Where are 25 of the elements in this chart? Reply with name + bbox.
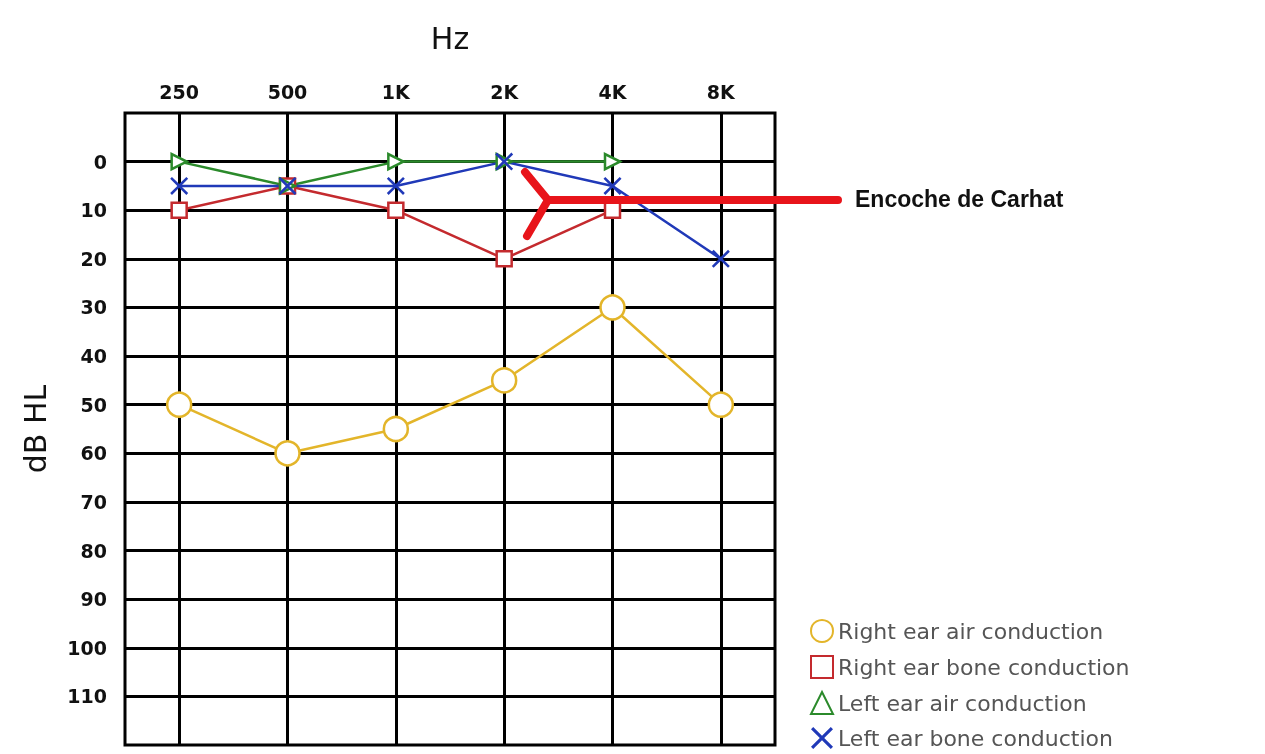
x-axis-title: Hz [430, 20, 470, 56]
x-tick-label: 500 [267, 80, 308, 103]
x-tick-label: 2K [490, 80, 520, 103]
x-tick-label: 8K [706, 80, 737, 103]
y-tick-label: 90 [80, 588, 107, 611]
x-tick-label: 4K [598, 80, 628, 103]
legend-label: Right ear bone conduction [838, 654, 1130, 680]
y-tick-label: 0 [93, 150, 107, 173]
legend-label: Left ear air conduction [838, 690, 1087, 716]
y-tick-label: 110 [67, 685, 107, 708]
y-tick-label: 100 [67, 636, 107, 659]
y-axis-title: dB HL [17, 384, 53, 474]
y-tick-label: 50 [80, 393, 107, 416]
y-tick-label: 80 [80, 539, 107, 562]
y-tick-label: 40 [80, 345, 107, 368]
y-tick-label: 30 [80, 296, 107, 319]
text: Encoche de Carhat [855, 186, 1064, 213]
y-tick-label: 70 [80, 490, 107, 513]
legend-label: Left ear bone conduction [838, 725, 1113, 751]
x-tick-label: 1K [381, 80, 412, 103]
y-tick-label: 20 [80, 247, 107, 270]
x-tick-label: 250 [159, 80, 199, 103]
y-tick-label: 10 [80, 199, 107, 222]
legend-label: Right ear air conduction [838, 618, 1104, 644]
y-tick-label: 60 [80, 442, 107, 465]
